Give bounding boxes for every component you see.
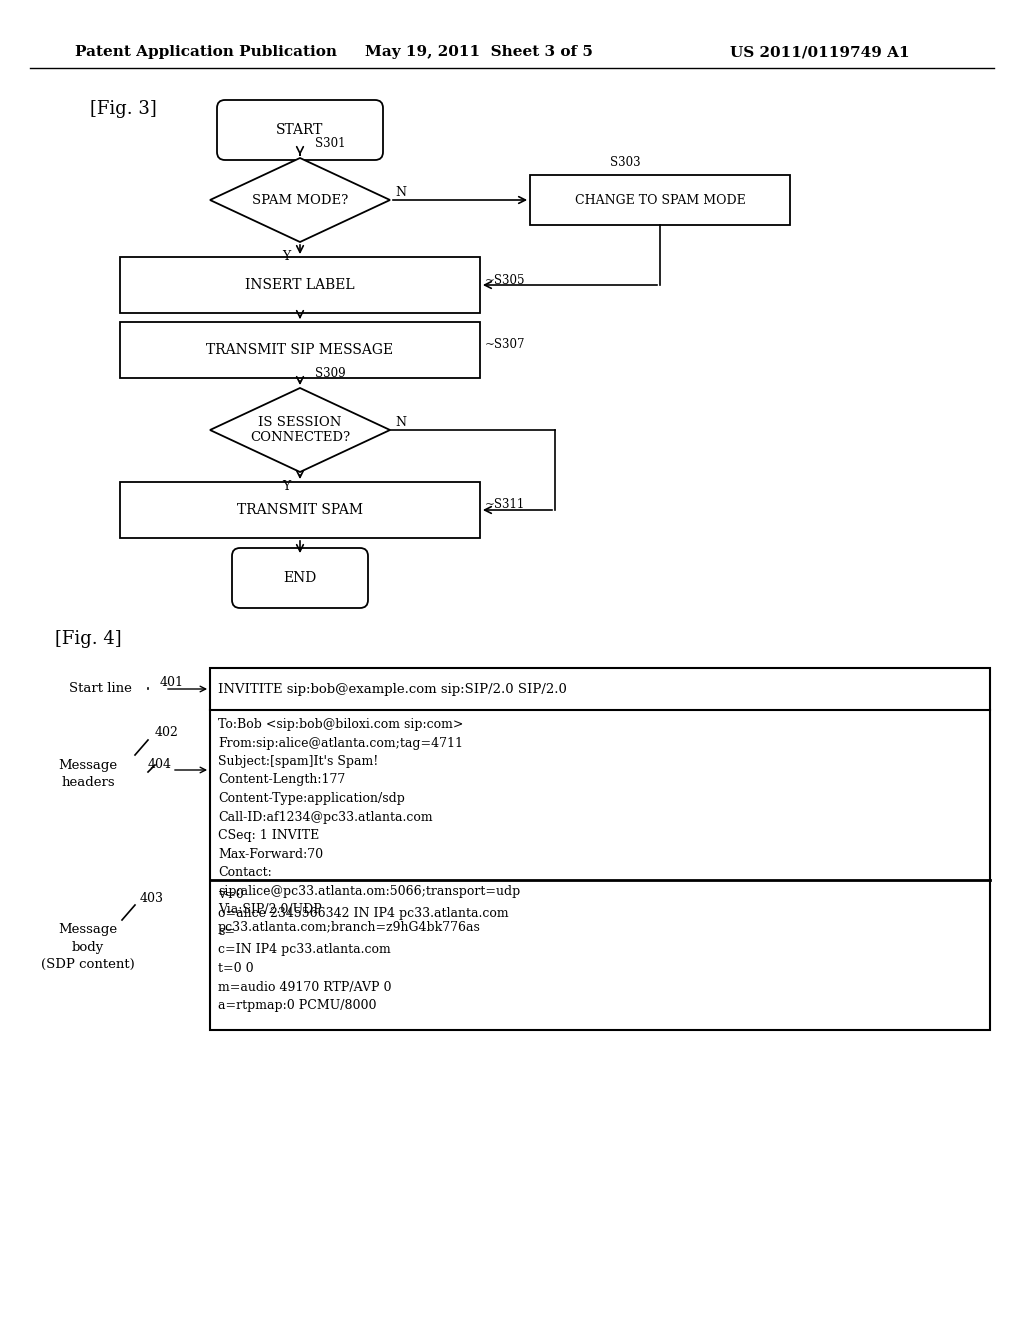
- Text: [Fig. 4]: [Fig. 4]: [55, 630, 122, 648]
- Text: ~S311: ~S311: [485, 499, 525, 511]
- Bar: [530, 176, 790, 224]
- Text: ~S307: ~S307: [485, 338, 525, 351]
- Text: S303: S303: [610, 156, 641, 169]
- Text: headers: headers: [61, 776, 115, 788]
- Text: US 2011/0119749 A1: US 2011/0119749 A1: [730, 45, 909, 59]
- Text: INVITITE sip:bob@example.com sip:SIP/2.0 SIP/2.0: INVITITE sip:bob@example.com sip:SIP/2.0…: [218, 682, 567, 696]
- Text: TRANSMIT SIP MESSAGE: TRANSMIT SIP MESSAGE: [207, 343, 393, 356]
- Bar: [210, 668, 990, 1030]
- Bar: [120, 322, 480, 378]
- Text: [Fig. 3]: [Fig. 3]: [90, 100, 157, 117]
- Text: 403: 403: [140, 891, 164, 904]
- Text: (SDP content): (SDP content): [41, 957, 135, 970]
- Text: IS SESSION
CONNECTED?: IS SESSION CONNECTED?: [250, 416, 350, 444]
- FancyBboxPatch shape: [217, 100, 383, 160]
- Text: Y: Y: [282, 249, 290, 263]
- Text: N: N: [395, 186, 406, 198]
- Text: TRANSMIT SPAM: TRANSMIT SPAM: [237, 503, 362, 517]
- Text: Message: Message: [58, 759, 118, 771]
- Text: 402: 402: [155, 726, 179, 738]
- Text: To:Bob <sip:bob@biloxi.com sip:com>
From:sip:alice@atlanta.com;tag=4711
Subject:: To:Bob <sip:bob@biloxi.com sip:com> From…: [218, 718, 520, 935]
- Text: 401: 401: [160, 676, 184, 689]
- Text: Start line: Start line: [69, 682, 131, 696]
- Text: 404: 404: [148, 759, 172, 771]
- Text: INSERT LABEL: INSERT LABEL: [245, 279, 354, 292]
- Text: S301: S301: [315, 137, 345, 150]
- Text: N: N: [395, 416, 406, 429]
- Bar: [120, 482, 480, 539]
- Text: Patent Application Publication: Patent Application Publication: [75, 45, 337, 59]
- Text: ~S305: ~S305: [485, 273, 525, 286]
- Text: body: body: [72, 940, 104, 953]
- Text: CHANGE TO SPAM MODE: CHANGE TO SPAM MODE: [574, 194, 745, 206]
- Text: Y: Y: [282, 479, 290, 492]
- FancyBboxPatch shape: [232, 548, 368, 609]
- Text: START: START: [276, 123, 324, 137]
- Bar: [120, 257, 480, 313]
- Polygon shape: [210, 388, 390, 473]
- Text: SPAM MODE?: SPAM MODE?: [252, 194, 348, 206]
- Text: v=0
o=alice 2345566342 IN IP4 pc33.atlanta.com
s=
c=IN IP4 pc33.atlanta.com
t=0 : v=0 o=alice 2345566342 IN IP4 pc33.atlan…: [218, 888, 509, 1012]
- Text: END: END: [284, 572, 316, 585]
- Text: S309: S309: [315, 367, 346, 380]
- Text: Message: Message: [58, 924, 118, 936]
- Text: May 19, 2011  Sheet 3 of 5: May 19, 2011 Sheet 3 of 5: [365, 45, 593, 59]
- Polygon shape: [210, 158, 390, 242]
